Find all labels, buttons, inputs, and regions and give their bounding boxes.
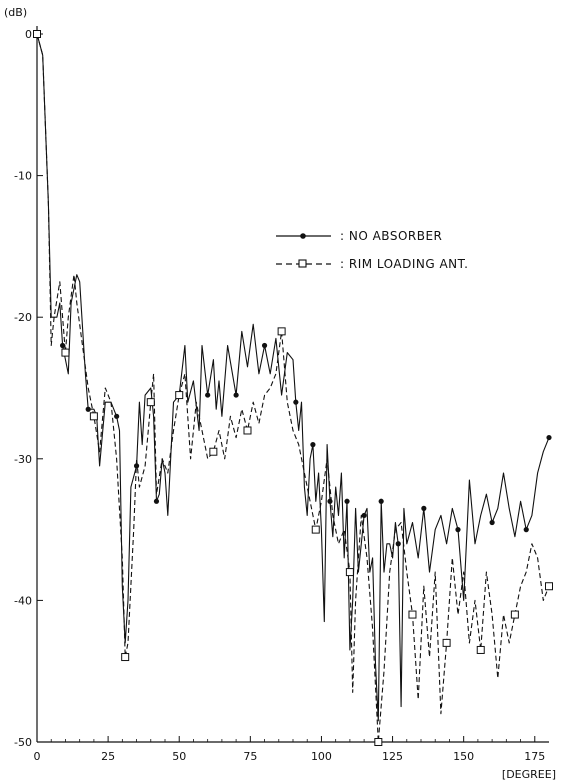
data-point-no-absorber xyxy=(293,399,299,405)
data-point-no-absorber xyxy=(60,342,66,349)
legend-label-rim-loading: : RIM LOADING ANT. xyxy=(340,257,468,271)
data-point-no-absorber xyxy=(310,442,316,448)
y-tick-label: 0 xyxy=(25,28,32,41)
data-point-rim-loading xyxy=(345,568,354,577)
data-point-no-absorber xyxy=(261,342,268,349)
data-point-no-absorber xyxy=(153,498,160,504)
x-tick-label: 75 xyxy=(243,750,257,763)
x-tick-label: 175 xyxy=(524,750,545,763)
data-point-rim-loading xyxy=(311,525,320,534)
y-tick-label: -40 xyxy=(14,594,32,607)
x-tick-label: 25 xyxy=(101,750,115,763)
data-point-rim-loading xyxy=(121,653,130,662)
legend: : NO ABSORBER : RIM LOADING ANT. xyxy=(276,229,468,271)
data-point-no-absorber xyxy=(395,541,401,547)
y-tick-label: -10 xyxy=(14,170,32,183)
series-line-1 xyxy=(36,33,550,743)
data-point-rim-loading xyxy=(243,426,252,435)
data-point-rim-loading xyxy=(175,391,184,400)
data-point-no-absorber xyxy=(361,512,367,519)
series-lines xyxy=(36,33,550,743)
legend-marker-no-absorber xyxy=(300,233,306,239)
data-point-no-absorber xyxy=(233,392,239,398)
x-tick-label: 50 xyxy=(172,750,186,763)
data-point-no-absorber xyxy=(378,498,384,504)
data-point-no-absorber xyxy=(489,519,495,526)
data-point-rim-loading xyxy=(408,610,417,619)
data-point-no-absorber xyxy=(546,434,552,441)
x-axis-unit: [DEGREE] xyxy=(502,768,556,781)
data-point-no-absorber xyxy=(85,406,91,412)
data-point-rim-loading xyxy=(442,638,451,647)
data-point-rim-loading xyxy=(89,412,98,421)
data-point-rim-loading xyxy=(277,327,286,336)
data-point-no-absorber xyxy=(133,463,140,469)
data-point-rim-loading xyxy=(545,582,553,591)
data-point-rim-loading xyxy=(510,610,519,619)
y-axis-unit: (dB) xyxy=(4,6,27,19)
data-point-no-absorber xyxy=(327,498,333,504)
data-point-no-absorber xyxy=(114,413,120,419)
y-tick-label: -50 xyxy=(14,736,32,749)
data-point-rim-loading xyxy=(61,348,70,357)
x-tick-label: 125 xyxy=(382,750,403,763)
data-point-rim-loading xyxy=(209,447,218,456)
x-tick-label: 100 xyxy=(311,750,332,763)
axes: 0-10-20-30-40-500 25 50 75 100 125 150 175 xyxy=(14,26,549,763)
series-markers xyxy=(33,30,553,746)
data-point-no-absorber xyxy=(455,527,461,533)
legend-marker-rim-loading xyxy=(298,259,307,268)
data-point-no-absorber xyxy=(205,392,211,398)
data-point-rim-loading xyxy=(476,645,485,654)
legend-label-no-absorber: : NO ABSORBER xyxy=(340,229,442,243)
y-tick-label: -30 xyxy=(14,453,32,466)
series-line-0 xyxy=(36,33,550,722)
data-point-rim-loading xyxy=(146,398,155,407)
data-point-rim-loading xyxy=(374,738,383,746)
data-point-no-absorber xyxy=(523,527,529,533)
y-tick-label: -20 xyxy=(14,311,32,324)
x-tick-label: 150 xyxy=(453,750,474,763)
data-point-no-absorber xyxy=(421,505,427,511)
x-tick-label: 0 xyxy=(34,750,41,763)
data-point-rim-loading xyxy=(33,30,41,38)
data-point-no-absorber xyxy=(344,498,350,504)
